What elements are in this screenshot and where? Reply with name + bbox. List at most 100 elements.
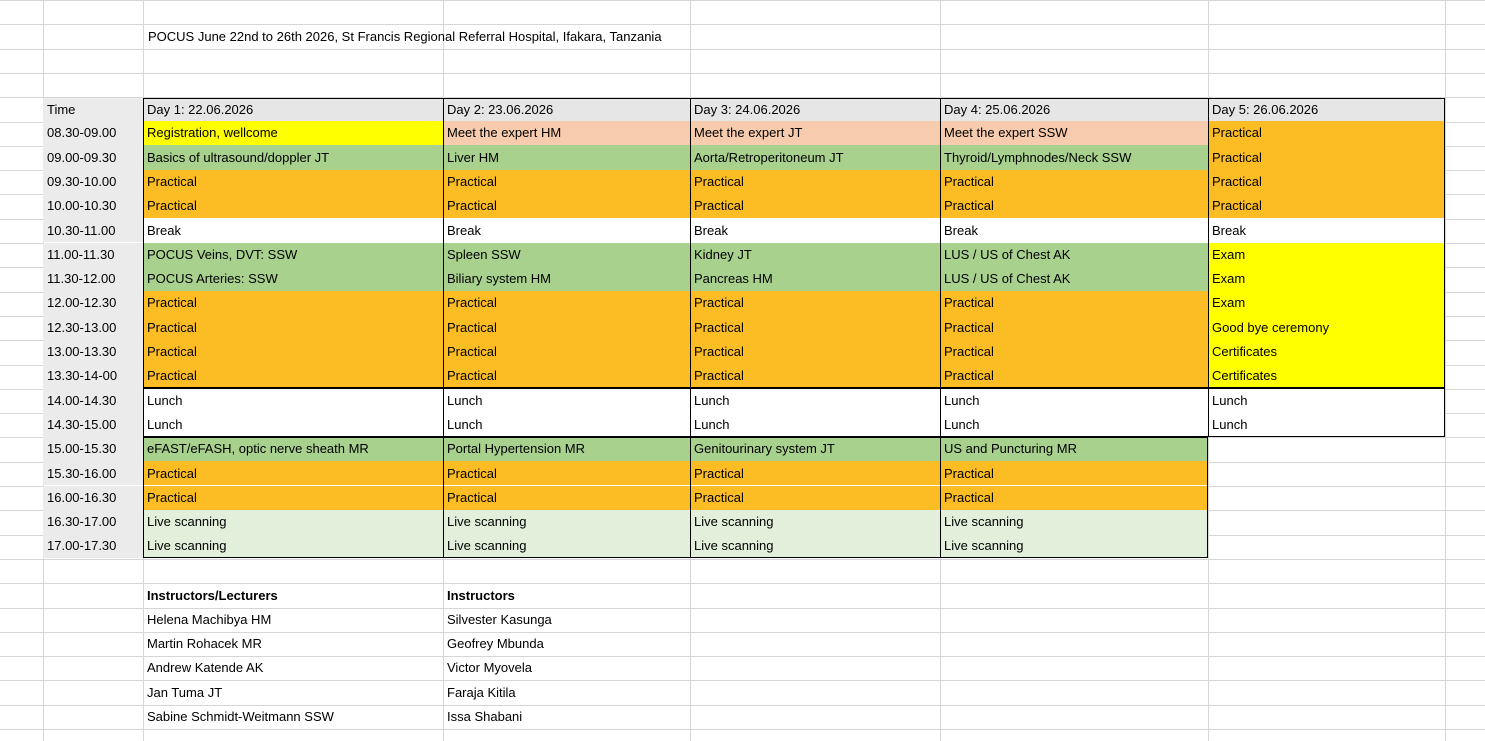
session-cell-d1-r11[interactable]: Practical <box>143 364 443 389</box>
session-cell-d2-r9[interactable]: Practical <box>443 315 690 340</box>
session-cell-d1-r6[interactable]: POCUS Veins, DVT: SSW <box>143 242 443 267</box>
session-cell-d5-r8[interactable]: Exam <box>1208 291 1445 316</box>
session-cell-d3-r5[interactable]: Break <box>690 218 940 243</box>
session-cell-d4-r9[interactable]: Practical <box>940 315 1208 340</box>
staff-lecturer-name: Andrew Katende AK <box>147 660 264 676</box>
session-cell-d2-r10[interactable]: Practical <box>443 339 690 364</box>
session-cell-d4-r2[interactable]: Thyroid/Lymphnodes/Neck SSW <box>940 145 1208 170</box>
session-cell-d5-r5[interactable]: Break <box>1208 218 1445 243</box>
session-cell-d5-r17[interactable] <box>1208 510 1445 534</box>
session-cell-d2-r5[interactable]: Break <box>443 218 690 243</box>
session-cell-d4-r3[interactable]: Practical <box>940 169 1208 194</box>
session-cell-d3-r6[interactable]: Kidney JT <box>690 242 940 267</box>
session-cell-d2-r6[interactable]: Spleen SSW <box>443 242 690 267</box>
session-cell-d4-r4[interactable]: Practical <box>940 193 1208 219</box>
session-cell-d1-r14[interactable]: eFAST/eFASH, optic nerve sheath MR <box>143 436 443 462</box>
column-separator <box>940 98 941 389</box>
session-cell-d1-r2[interactable]: Basics of ultrasound/doppler JT <box>143 145 443 170</box>
session-cell-d1-r12[interactable]: Lunch <box>143 388 443 413</box>
session-cell-d4-r14[interactable]: US and Puncturing MR <box>940 436 1208 462</box>
session-cell-d4-r12[interactable]: Lunch <box>940 388 1208 413</box>
session-cell-d4-r13[interactable]: Lunch <box>940 412 1208 437</box>
session-cell-d5-r11[interactable]: Certificates <box>1208 364 1445 389</box>
session-cell-d4-r15[interactable]: Practical <box>940 461 1208 486</box>
session-cell-d3-r11[interactable]: Practical <box>690 364 940 389</box>
staff-lecturer-name: Helena Machibya HM <box>147 611 272 627</box>
session-cell-d1-r18[interactable]: Live scanning <box>143 534 443 559</box>
staff-instructor-name: Faraja Kitila <box>447 684 516 700</box>
time-label: 15.00-15.30 <box>43 436 143 462</box>
session-cell-d3-r2[interactable]: Aorta/Retroperitoneum JT <box>690 145 940 170</box>
session-cell-d1-r17[interactable]: Live scanning <box>143 509 443 535</box>
session-cell-d3-r8[interactable]: Practical <box>690 291 940 316</box>
session-cell-d1-r16[interactable]: Practical <box>143 485 443 510</box>
session-cell-d3-r10[interactable]: Practical <box>690 339 940 364</box>
session-cell-d5-r1[interactable]: Practical <box>1208 121 1445 146</box>
session-cell-d4-r10[interactable]: Practical <box>940 339 1208 364</box>
session-cell-d3-r4[interactable]: Practical <box>690 193 940 219</box>
staff-lecturer-name: Martin Rohacek MR <box>147 636 262 652</box>
session-cell-d1-r7[interactable]: POCUS Arteries: SSW <box>143 266 443 292</box>
session-cell-d1-r5[interactable]: Break <box>143 218 443 243</box>
session-cell-d2-r4[interactable]: Practical <box>443 193 690 219</box>
session-cell-d5-r6[interactable]: Exam <box>1208 242 1445 267</box>
session-cell-d4-r6[interactable]: LUS / US of Chest AK <box>940 242 1208 267</box>
session-cell-d1-r1[interactable]: Registration, wellcome <box>143 121 443 146</box>
session-cell-d2-r14[interactable]: Portal Hypertension MR <box>443 436 690 462</box>
session-cell-d2-r3[interactable]: Practical <box>443 169 690 194</box>
session-cell-d2-r8[interactable]: Practical <box>443 291 690 316</box>
session-cell-d5-r3[interactable]: Practical <box>1208 169 1445 194</box>
session-cell-d1-r3[interactable]: Practical <box>143 169 443 194</box>
session-cell-d1-r13[interactable]: Lunch <box>143 412 443 437</box>
session-cell-d1-r9[interactable]: Practical <box>143 315 443 340</box>
session-cell-d4-r18[interactable]: Live scanning <box>940 534 1208 559</box>
session-cell-d2-r16[interactable]: Practical <box>443 485 690 510</box>
session-cell-d5-r16[interactable] <box>1208 486 1445 510</box>
session-cell-d2-r17[interactable]: Live scanning <box>443 509 690 535</box>
session-cell-d3-r9[interactable]: Practical <box>690 315 940 340</box>
session-cell-d3-r1[interactable]: Meet the expert JT <box>690 121 940 146</box>
session-cell-d1-r10[interactable]: Practical <box>143 339 443 364</box>
session-cell-d2-r11[interactable]: Practical <box>443 364 690 389</box>
session-cell-d4-r11[interactable]: Practical <box>940 364 1208 389</box>
session-cell-d1-r15[interactable]: Practical <box>143 461 443 486</box>
time-label: 12.00-12.30 <box>43 291 143 316</box>
session-cell-d5-r2[interactable]: Practical <box>1208 145 1445 170</box>
session-cell-d5-r7[interactable]: Exam <box>1208 266 1445 292</box>
session-cell-d2-r2[interactable]: Liver HM <box>443 145 690 170</box>
session-cell-d2-r13[interactable]: Lunch <box>443 412 690 437</box>
session-cell-d4-r1[interactable]: Meet the expert SSW <box>940 121 1208 146</box>
session-cell-d1-r8[interactable]: Practical <box>143 291 443 316</box>
session-cell-d3-r18[interactable]: Live scanning <box>690 534 940 559</box>
session-cell-d2-r18[interactable]: Live scanning <box>443 534 690 559</box>
session-cell-d3-r13[interactable]: Lunch <box>690 412 940 437</box>
session-cell-d3-r7[interactable]: Pancreas HM <box>690 266 940 292</box>
session-cell-d1-r4[interactable]: Practical <box>143 193 443 219</box>
session-cell-d4-r16[interactable]: Practical <box>940 485 1208 510</box>
session-cell-d2-r12[interactable]: Lunch <box>443 388 690 413</box>
session-cell-d3-r16[interactable]: Practical <box>690 485 940 510</box>
session-cell-d5-r12[interactable]: Lunch <box>1208 388 1445 413</box>
session-cell-d2-r7[interactable]: Biliary system HM <box>443 266 690 292</box>
session-cell-d4-r8[interactable]: Practical <box>940 291 1208 316</box>
session-cell-d4-r7[interactable]: LUS / US of Chest AK <box>940 266 1208 292</box>
session-cell-d3-r17[interactable]: Live scanning <box>690 509 940 535</box>
time-label: 16.30-17.00 <box>43 509 143 535</box>
session-cell-d3-r14[interactable]: Genitourinary system JT <box>690 436 940 462</box>
session-cell-d5-r15[interactable] <box>1208 461 1445 485</box>
session-cell-d5-r9[interactable]: Good bye ceremony <box>1208 315 1445 340</box>
session-cell-d5-r13[interactable]: Lunch <box>1208 412 1445 437</box>
session-cell-d4-r17[interactable]: Live scanning <box>940 509 1208 535</box>
session-cell-d4-r5[interactable]: Break <box>940 218 1208 243</box>
session-cell-d3-r3[interactable]: Practical <box>690 169 940 194</box>
session-cell-d5-r4[interactable]: Practical <box>1208 193 1445 219</box>
session-cell-d3-r12[interactable]: Lunch <box>690 388 940 413</box>
time-label: 17.00-17.30 <box>43 534 143 559</box>
session-cell-d3-r15[interactable]: Practical <box>690 461 940 486</box>
session-cell-d5-r10[interactable]: Certificates <box>1208 339 1445 364</box>
session-cell-d2-r1[interactable]: Meet the expert HM <box>443 121 690 146</box>
document-title: POCUS June 22nd to 26th 2026, St Francis… <box>148 28 662 44</box>
session-cell-d2-r15[interactable]: Practical <box>443 461 690 486</box>
session-cell-d5-r18[interactable] <box>1208 534 1445 558</box>
session-cell-d5-r14[interactable] <box>1208 437 1445 461</box>
